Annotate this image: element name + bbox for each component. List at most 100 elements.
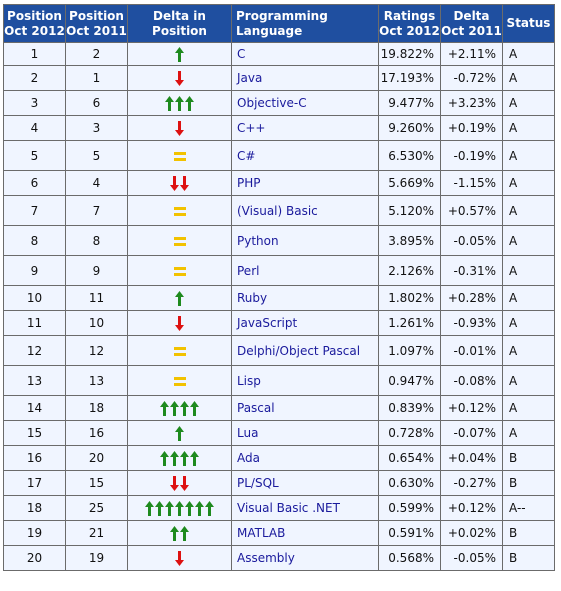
language-cell: Lua [231, 420, 379, 446]
delta-cell: -0.01% [440, 335, 503, 366]
table-row: 20 19 Assembly 0.568% -0.05% B [3, 545, 555, 571]
position-2011-cell: 11 [65, 285, 128, 311]
language-link[interactable]: Ada [237, 451, 260, 465]
status-cell: B [502, 470, 555, 496]
position-2011-cell: 4 [65, 170, 128, 196]
position-2012-cell: 4 [3, 115, 66, 141]
language-link[interactable]: C# [237, 148, 256, 163]
language-link[interactable]: (Visual) Basic [237, 203, 318, 218]
equal-icon [173, 236, 186, 246]
position-2011-cell: 20 [65, 445, 128, 471]
rating-cell: 9.477% [378, 90, 441, 116]
position-2012-cell: 20 [3, 545, 66, 571]
delta-position-cell [127, 115, 232, 141]
table-row: 15 16 Lua 0.728% -0.07% A [3, 420, 555, 446]
status-cell: A [502, 42, 555, 66]
delta-cell: +0.28% [440, 285, 503, 311]
status-cell: B [502, 520, 555, 546]
status-cell: A [502, 255, 555, 286]
arrow-up-icon [185, 500, 194, 516]
language-link[interactable]: Visual Basic .NET [237, 501, 340, 515]
language-link[interactable]: Lisp [237, 373, 261, 388]
delta-position-cell [127, 445, 232, 471]
delta-position-cell [127, 170, 232, 196]
table-header-row: Position Oct 2012 Position Oct 2011 Delta … [3, 4, 555, 43]
arrow-down-icon [175, 120, 184, 136]
arrow-down-icon [180, 175, 189, 191]
delta-cell: +0.19% [440, 115, 503, 141]
position-change-indicator [175, 290, 184, 306]
language-cell: PL/SQL [231, 470, 379, 496]
table-row: 13 13 Lisp 0.947% -0.08% A [3, 365, 555, 396]
language-cell: MATLAB [231, 520, 379, 546]
delta-cell: +0.02% [440, 520, 503, 546]
rating-cell: 0.630% [378, 470, 441, 496]
position-2012-cell: 2 [3, 65, 66, 91]
position-2012-cell: 19 [3, 520, 66, 546]
ranking-table-container: Position Oct 2012 Position Oct 2011 Delta … [3, 4, 555, 571]
arrow-up-icon [180, 400, 189, 416]
language-link[interactable]: Ruby [237, 291, 268, 305]
rating-cell: 17.193% [378, 65, 441, 91]
position-change-indicator [175, 46, 184, 62]
language-link[interactable]: PL/SQL [237, 476, 279, 490]
arrow-down-icon [175, 550, 184, 566]
language-link[interactable]: Python [237, 233, 279, 248]
delta-cell: +2.11% [440, 42, 503, 66]
delta-cell: +0.57% [440, 195, 503, 226]
delta-cell: +0.04% [440, 445, 503, 471]
header-position-2011: Position Oct 2011 [65, 4, 128, 43]
language-link[interactable]: Perl [237, 263, 260, 278]
table-row: 12 12 Delphi/Object Pascal 1.097% -0.01% A [3, 335, 555, 366]
position-change-indicator [170, 525, 189, 541]
arrow-down-icon [175, 315, 184, 331]
delta-cell: -0.08% [440, 365, 503, 396]
arrow-up-icon [175, 500, 184, 516]
delta-position-cell [127, 545, 232, 571]
language-link[interactable]: Objective-C [237, 96, 307, 110]
language-link[interactable]: Delphi/Object Pascal [237, 343, 361, 358]
arrow-up-icon [190, 450, 199, 466]
position-change-indicator [160, 400, 199, 416]
table-row: 10 11 Ruby 1.802% +0.28% A [3, 285, 555, 311]
status-cell: A [502, 115, 555, 141]
arrow-up-icon [160, 400, 169, 416]
language-link[interactable]: C++ [237, 121, 266, 135]
equal-icon [173, 151, 186, 161]
language-link[interactable]: C [237, 47, 246, 61]
language-cell: Ada [231, 445, 379, 471]
language-cell: Objective-C [231, 90, 379, 116]
language-cell: Visual Basic .NET [231, 495, 379, 521]
position-change-indicator [170, 475, 189, 491]
table-row: 17 15 PL/SQL 0.630% -0.27% B [3, 470, 555, 496]
rating-cell: 1.261% [378, 310, 441, 336]
position-change-indicator [173, 376, 186, 386]
language-link[interactable]: PHP [237, 176, 261, 190]
equal-icon [173, 206, 186, 216]
position-2011-cell: 25 [65, 495, 128, 521]
arrow-up-icon [180, 525, 189, 541]
table-row: 11 10 JavaScript 1.261% -0.93% A [3, 310, 555, 336]
arrow-up-icon [155, 500, 164, 516]
status-cell: A [502, 310, 555, 336]
language-link[interactable]: Java [237, 71, 263, 85]
language-cell: Ruby [231, 285, 379, 311]
rating-cell: 1.802% [378, 285, 441, 311]
language-link[interactable]: JavaScript [237, 316, 298, 330]
rating-cell: 0.599% [378, 495, 441, 521]
language-link[interactable]: Lua [237, 426, 259, 440]
language-cell: C++ [231, 115, 379, 141]
language-link[interactable]: Assembly [237, 551, 295, 565]
status-cell: A [502, 90, 555, 116]
language-link[interactable]: MATLAB [237, 526, 286, 540]
status-cell: A [502, 285, 555, 311]
rating-cell: 3.895% [378, 225, 441, 256]
language-link[interactable]: Pascal [237, 401, 275, 415]
delta-position-cell [127, 90, 232, 116]
position-2012-cell: 3 [3, 90, 66, 116]
table-row: 9 9 Perl 2.126% -0.31% A [3, 255, 555, 286]
equal-icon [173, 266, 186, 276]
position-change-indicator [175, 120, 184, 136]
arrow-down-icon [180, 475, 189, 491]
position-2012-cell: 9 [3, 255, 66, 286]
